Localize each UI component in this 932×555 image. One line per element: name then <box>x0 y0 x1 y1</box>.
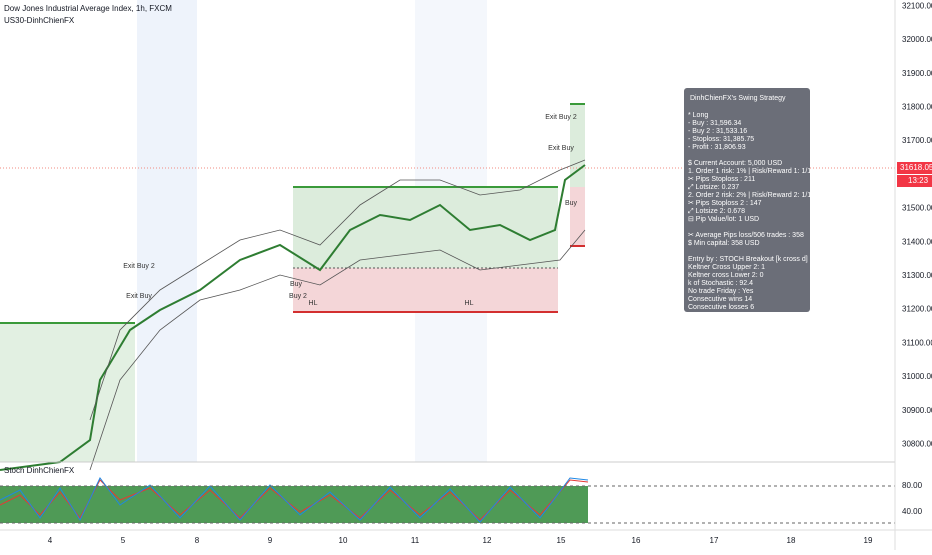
tp-zone <box>570 104 585 187</box>
price-tag-text: 31618.05 <box>900 163 932 172</box>
chart-subtitle: US30-DinhChienFX <box>4 16 75 25</box>
panel-line: $ Current Account: 5,000 USD <box>688 160 782 167</box>
annotation: Buy <box>290 281 303 288</box>
price-axis-label: 30800.00 <box>902 440 932 449</box>
price-tag <box>897 162 932 174</box>
panel-title: DinhChienFX's Swing Strategy <box>690 95 786 102</box>
chart-title: Dow Jones Industrial Average Index, 1h, … <box>4 4 172 13</box>
time-axis-label: 15 <box>557 536 566 545</box>
panel-line: - Buy 2 : 31,533.16 <box>688 128 747 135</box>
price-axis-label: 32000.00 <box>902 35 932 44</box>
panel-line: - Buy : 31,596.34 <box>688 120 741 127</box>
countdown-tag <box>897 175 932 187</box>
panel-line: No trade Friday : Yes <box>688 288 754 295</box>
sl-zone <box>570 187 585 246</box>
price-axis-label: 31700.00 <box>902 136 932 145</box>
stoch-title: Stoch DinhChienFX <box>4 466 75 475</box>
panel-line: k of Stochastic : 92.4 <box>688 280 753 287</box>
price-axis-label: 31800.00 <box>902 103 932 112</box>
stoch-level-label: 80.00 <box>902 481 923 490</box>
panel-line: - Profit : 31,806.93 <box>688 144 746 151</box>
keltner-upper <box>89 159 586 421</box>
time-axis-label: 19 <box>864 536 873 545</box>
panel-line: ✂ Pips Stoploss : 211 <box>688 176 755 183</box>
annotation: Buy 2 <box>289 293 307 300</box>
panel-line: - Stoploss: 31,385.75 <box>688 136 754 143</box>
time-axis-label: 5 <box>121 536 126 545</box>
annotation: HL <box>309 300 318 307</box>
panel-line: Keltner Cross Upper 2: 1 <box>688 264 765 271</box>
time-axis-label: 8 <box>195 536 200 545</box>
panel-line: $ Min capital: 358 USD <box>688 240 760 247</box>
price-path <box>0 164 586 471</box>
price-axis-label: 31000.00 <box>902 372 932 381</box>
panel-line: 2. Order 2 risk: 2% | Risk/Reward 2: 1/1… <box>688 192 821 199</box>
panel-line: ⤢ Lotsize 2: 0.678 <box>688 208 745 215</box>
price-axis-label: 31900.00 <box>902 69 932 78</box>
panel-line: Consecutive losses 6 <box>688 304 754 311</box>
time-axis-label: 10 <box>339 536 348 545</box>
tp-zone <box>0 323 135 462</box>
panel-line: ⤢ Lotsize: 0.237 <box>688 184 739 191</box>
time-axis-label: 17 <box>710 536 719 545</box>
time-axis-label: 12 <box>483 536 492 545</box>
keltner-lower <box>89 229 586 471</box>
annotation: HL <box>465 300 474 307</box>
panel-line: Keltner cross Lower 2: 0 <box>688 272 764 279</box>
price-axis-label: 31100.00 <box>902 338 932 347</box>
panel-line: ⊟ Pip Value/lot: 1 USD <box>688 216 759 223</box>
price-axis-label: 30900.00 <box>902 406 932 415</box>
panel-line: ✂ Average Pips loss/506 trades : 358 <box>688 232 804 239</box>
time-axis-label: 11 <box>411 536 420 545</box>
price-axis-label: 31500.00 <box>902 204 932 213</box>
panel-line: 1. Order 1 risk: 1% | Risk/Reward 1: 1/1 <box>688 168 811 175</box>
stoch-level-label: 40.00 <box>902 507 923 516</box>
stoch-k <box>0 477 589 523</box>
time-axis-label: 18 <box>787 536 796 545</box>
panel-line: ✂ Pips Stoploss 2 : 147 <box>688 200 762 207</box>
tp-zone <box>293 187 558 268</box>
time-axis-label: 4 <box>48 536 53 545</box>
annotation: Buy <box>565 200 578 207</box>
stoch-fill <box>0 486 588 523</box>
annotation: Exit Buy 2 <box>123 263 155 270</box>
panel-line: Consecutive wins 14 <box>688 296 752 303</box>
panel-line: * Long <box>688 112 708 119</box>
price-axis-label: 31300.00 <box>902 271 932 280</box>
price-axis-label: 31200.00 <box>902 305 932 314</box>
sl-zone <box>293 268 558 312</box>
price-axis-label: 31400.00 <box>902 237 932 246</box>
countdown-text: 13:23 <box>908 176 929 185</box>
annotation: Exit Buy 2 <box>545 114 577 121</box>
weekend-band <box>137 0 197 462</box>
price-axis-label: 32100.00 <box>902 1 932 10</box>
annotation: Exit Buy <box>126 293 152 300</box>
annotation: Exit Buy <box>548 145 574 152</box>
panel-line: Entry by : STOCH Breakout [k cross d] <box>688 256 808 263</box>
info-panel <box>684 88 810 312</box>
time-axis-label: 9 <box>268 536 273 545</box>
time-axis-label: 16 <box>632 536 641 545</box>
